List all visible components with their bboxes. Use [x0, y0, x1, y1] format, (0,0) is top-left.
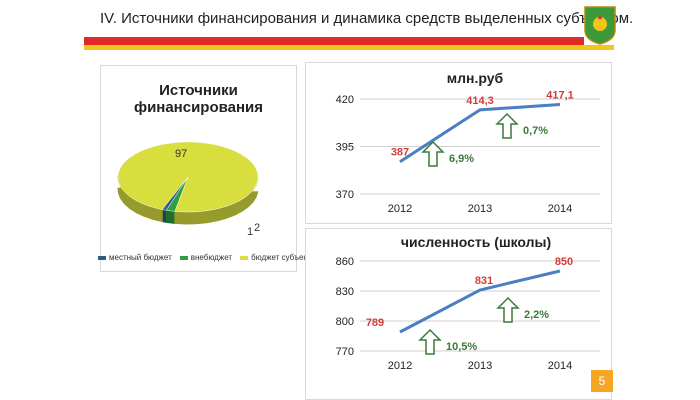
x-tick-label: 2013 [468, 360, 492, 372]
header-red-bar [84, 37, 584, 45]
pie-legend: местный бюджет внебюджет бюджет субъекта [98, 253, 315, 262]
legend-label: внебюджет [190, 253, 233, 262]
data-label: 850 [555, 256, 573, 268]
pie-chart: 97 1 2 [117, 141, 260, 238]
pie-slice-side [165, 209, 176, 224]
pie-data-label: 2 [254, 222, 260, 234]
legend-item: бюджет субъекта [240, 253, 315, 262]
pie-slice-side [161, 208, 167, 223]
data-label: 831 [475, 275, 493, 287]
coat-of-arms-logo [584, 6, 616, 45]
growth-label: 10,5% [446, 341, 477, 353]
legend-swatch [98, 255, 106, 260]
pie-slice [117, 141, 259, 213]
y-tick-label: 860 [336, 256, 354, 268]
growth-label: 6,9% [449, 153, 474, 165]
growth-arrow-icon [496, 296, 520, 323]
y-tick-label: 395 [336, 142, 354, 154]
x-tick-label: 2014 [548, 360, 572, 372]
line-chart-1: 370 395 420 2012 2013 2014 387 414,3 417,1 6,9% 0,… [336, 90, 600, 215]
legend-item: внебюджет [179, 253, 233, 262]
line-chart-2: 770 800 830 860 2012 2013 2014 789 831 850 10,5% 2,… [336, 256, 600, 372]
growth-arrow-icon [421, 140, 445, 167]
y-tick-label: 770 [336, 346, 354, 358]
header-yellow-bar [84, 45, 614, 50]
page-title: IV. Источники финансирования и динамика … [100, 10, 634, 27]
line-chart-2-title: численность (школы) [400, 234, 552, 250]
growth-label: 0,7% [523, 125, 548, 137]
growth-arrow-icon [495, 112, 519, 139]
legend-swatch [240, 255, 249, 260]
legend-label: местный бюджет [109, 253, 172, 262]
data-label: 414,3 [466, 95, 494, 107]
y-tick-label: 370 [336, 189, 354, 201]
x-tick-label: 2012 [388, 203, 412, 215]
x-tick-label: 2012 [388, 360, 412, 372]
y-tick-label: 800 [336, 316, 354, 328]
line-chart-1-panel [305, 62, 612, 224]
x-tick-label: 2013 [468, 203, 492, 215]
data-label: 387 [391, 147, 409, 159]
growth-label: 2,2% [524, 309, 549, 321]
legend-label: бюджет субъекта [251, 253, 316, 262]
series-line [399, 269, 561, 334]
series-line [399, 103, 561, 163]
data-label: 789 [366, 317, 384, 329]
y-tick-label: 420 [336, 94, 354, 106]
x-tick-label: 2014 [548, 203, 572, 215]
legend-swatch [179, 255, 188, 260]
y-tick-label: 830 [336, 286, 354, 298]
growth-arrow-icon [418, 328, 442, 355]
page-number: 5 [591, 370, 613, 392]
legend-item: местный бюджет [98, 253, 172, 262]
pie-chart-title: Источники финансирования [133, 82, 264, 116]
data-label: 417,1 [546, 90, 574, 102]
pie-data-label: 1 [247, 226, 253, 238]
line-chart-1-title: млн.руб [446, 70, 504, 86]
pie-data-label: 97 [175, 148, 187, 160]
